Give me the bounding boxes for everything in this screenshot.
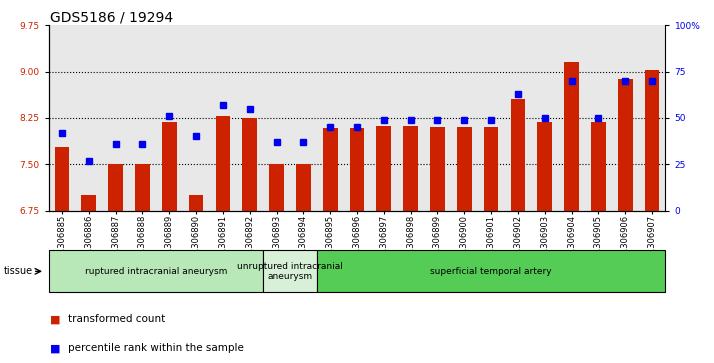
Bar — [269, 164, 284, 211]
Bar — [403, 126, 418, 211]
Bar — [49, 250, 263, 292]
Text: superficial temporal artery: superficial temporal artery — [431, 267, 552, 276]
Bar — [296, 164, 311, 211]
Text: percentile rank within the sample: percentile rank within the sample — [68, 343, 243, 354]
Bar — [618, 79, 633, 211]
Bar — [538, 122, 552, 211]
Bar — [263, 250, 317, 292]
Bar — [188, 195, 203, 211]
Bar — [564, 62, 579, 211]
Text: ruptured intracranial aneurysm: ruptured intracranial aneurysm — [85, 267, 227, 276]
Bar — [242, 118, 257, 211]
Text: unruptured intracranial
aneurysm: unruptured intracranial aneurysm — [237, 262, 343, 281]
Bar — [483, 127, 498, 211]
Bar — [135, 164, 150, 211]
Bar — [591, 122, 605, 211]
Text: tissue: tissue — [4, 266, 33, 276]
Text: GDS5186 / 19294: GDS5186 / 19294 — [50, 11, 173, 25]
Bar — [430, 127, 445, 211]
Bar — [645, 70, 660, 211]
Text: ■: ■ — [50, 343, 61, 354]
Text: transformed count: transformed count — [68, 314, 165, 325]
Text: ■: ■ — [50, 314, 61, 325]
Bar — [376, 126, 391, 211]
Bar — [511, 99, 526, 211]
Bar — [350, 129, 364, 211]
Bar — [323, 129, 338, 211]
Bar — [162, 122, 176, 211]
Bar — [317, 250, 665, 292]
Bar — [109, 164, 123, 211]
Bar — [216, 116, 231, 211]
Bar — [54, 147, 69, 211]
Bar — [81, 195, 96, 211]
Bar — [457, 127, 472, 211]
